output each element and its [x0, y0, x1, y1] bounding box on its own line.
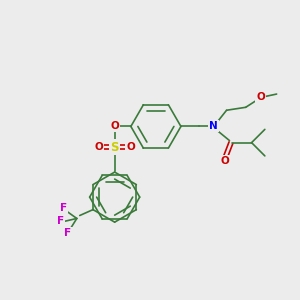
Text: O: O [94, 142, 103, 152]
Text: N: N [209, 122, 218, 131]
Text: F: F [60, 203, 67, 213]
Text: O: O [127, 142, 135, 152]
Text: S: S [110, 141, 119, 154]
Text: O: O [221, 157, 230, 166]
Text: F: F [64, 228, 71, 238]
Text: F: F [57, 216, 64, 226]
Text: O: O [256, 92, 265, 102]
Text: O: O [110, 122, 119, 131]
